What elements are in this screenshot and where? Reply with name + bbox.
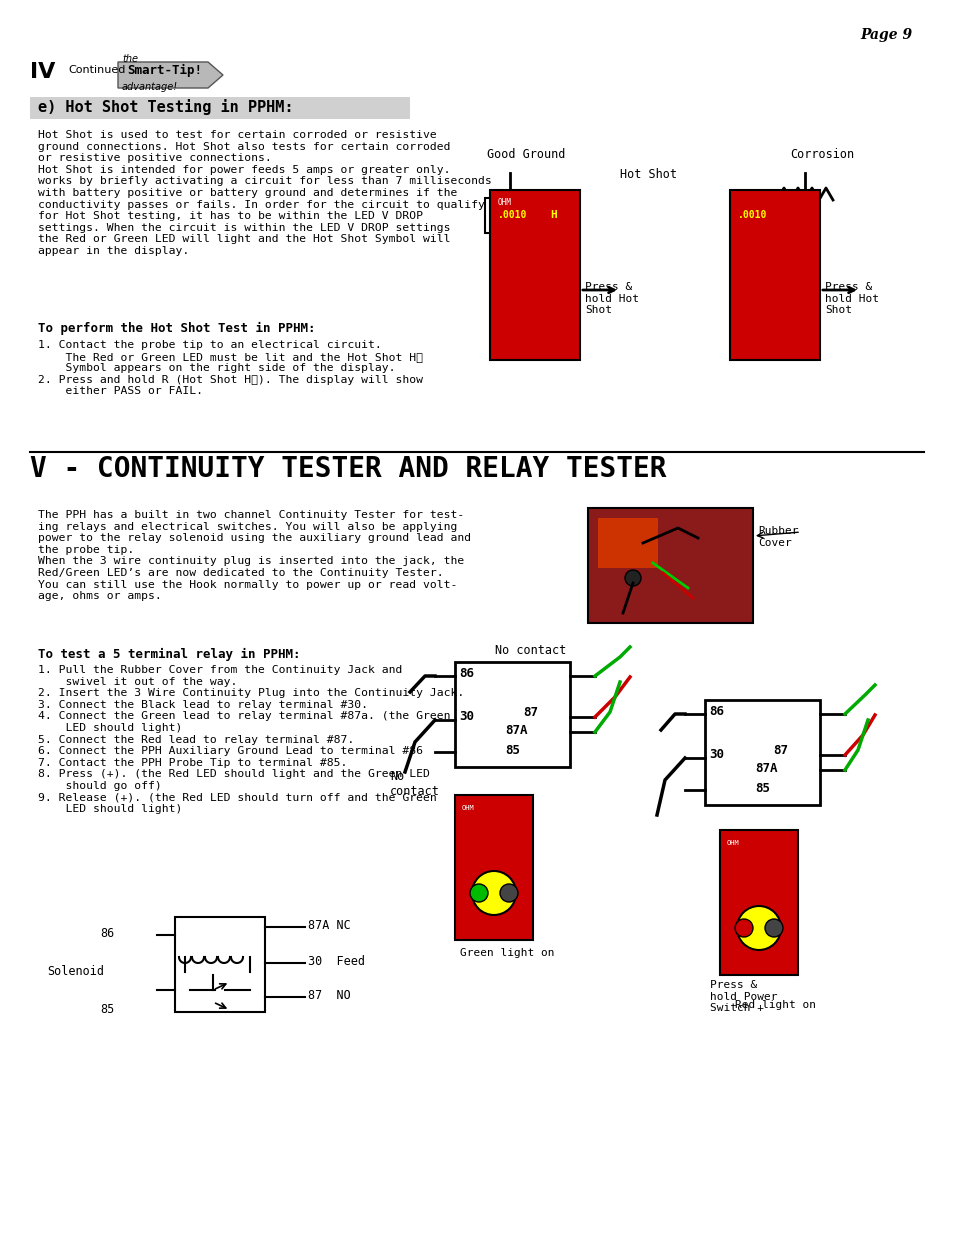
Circle shape	[774, 881, 788, 894]
Text: .0010: .0010	[497, 210, 527, 220]
Bar	[495, 195, 575, 240]
Text: 87: 87	[772, 743, 787, 757]
Text: 30: 30	[458, 710, 474, 722]
Bar	[598, 517, 658, 568]
Text: the: the	[122, 54, 138, 64]
Bar	[490, 190, 579, 359]
Text: .0010: .0010	[738, 210, 766, 220]
Text: 87  NO: 87 NO	[308, 989, 351, 1002]
Text: Hot Shot is used to test for certain corroded or resistive
ground connections. H: Hot Shot is used to test for certain cor…	[38, 130, 491, 256]
Text: Hot Shot: Hot Shot	[619, 168, 677, 182]
Text: H: H	[550, 210, 557, 220]
Circle shape	[514, 252, 530, 268]
Text: No contact: No contact	[495, 643, 566, 657]
Circle shape	[737, 906, 781, 950]
Bar	[455, 795, 533, 940]
Text: V - CONTINUITY TESTER AND RELAY TESTER: V - CONTINUITY TESTER AND RELAY TESTER	[30, 454, 666, 483]
Text: To perform the Hot Shot Test in PPHM:: To perform the Hot Shot Test in PPHM:	[38, 322, 315, 335]
Bar	[720, 830, 797, 974]
Circle shape	[722, 881, 737, 894]
Text: To test a 5 terminal relay in PPHM:: To test a 5 terminal relay in PPHM:	[38, 648, 300, 661]
Text: Green light on: Green light on	[459, 948, 554, 958]
Bar	[458, 799, 529, 837]
Circle shape	[492, 845, 505, 860]
Bar	[587, 508, 752, 622]
Circle shape	[757, 881, 770, 894]
Text: 87A: 87A	[754, 762, 777, 776]
Circle shape	[740, 881, 753, 894]
Bar	[30, 98, 410, 119]
Bar	[455, 662, 569, 767]
Circle shape	[534, 252, 550, 268]
Text: 87A: 87A	[504, 724, 527, 737]
Circle shape	[764, 919, 782, 937]
Text: e) Hot Shot Testing in PPHM:: e) Hot Shot Testing in PPHM:	[38, 99, 294, 115]
Circle shape	[554, 252, 569, 268]
Circle shape	[510, 845, 523, 860]
Bar	[519, 320, 550, 350]
Text: 1. Contact the probe tip to an electrical circuit.
    The Red or Green LED must: 1. Contact the probe tip to an electrica…	[38, 340, 422, 396]
Text: 85: 85	[100, 1003, 114, 1016]
Text: 87: 87	[522, 706, 537, 719]
Text: Rubber
Cover: Rubber Cover	[758, 526, 798, 547]
Circle shape	[475, 845, 489, 860]
Text: 1. Pull the Rubber Cover from the Continuity Jack and
    swivel it out of the w: 1. Pull the Rubber Cover from the Contin…	[38, 664, 464, 814]
Circle shape	[734, 919, 752, 937]
Circle shape	[733, 252, 749, 268]
Bar	[729, 190, 820, 359]
Text: Solenoid: Solenoid	[47, 965, 104, 978]
Text: Press &
hold Power
Switch +: Press & hold Power Switch +	[709, 981, 777, 1013]
Text: The PPH has a built in two channel Continuity Tester for test-
ing relays and el: The PPH has a built in two channel Conti…	[38, 510, 471, 601]
Polygon shape	[118, 62, 223, 88]
Circle shape	[773, 252, 789, 268]
Text: 30  Feed: 30 Feed	[308, 955, 365, 968]
Text: 30: 30	[708, 748, 723, 761]
Text: Red light on: Red light on	[734, 1000, 815, 1010]
Text: Press &
hold Hot
Shot: Press & hold Hot Shot	[824, 282, 878, 315]
Bar	[484, 198, 535, 233]
Text: No
contact: No contact	[390, 769, 439, 798]
Text: Smart-Tip!: Smart-Tip!	[127, 64, 202, 77]
Circle shape	[494, 252, 510, 268]
Text: Good Ground: Good Ground	[486, 148, 565, 161]
Text: 87A NC: 87A NC	[308, 919, 351, 932]
Circle shape	[470, 884, 488, 902]
Text: 85: 85	[754, 782, 769, 795]
Circle shape	[793, 252, 809, 268]
Bar	[760, 320, 789, 350]
Text: Press &
hold Hot
Shot: Press & hold Hot Shot	[584, 282, 639, 315]
Circle shape	[753, 252, 769, 268]
Text: 86: 86	[708, 705, 723, 718]
Text: 85: 85	[504, 743, 519, 757]
Text: Page 9: Page 9	[859, 28, 911, 42]
Text: OHM: OHM	[497, 198, 512, 207]
Circle shape	[624, 571, 640, 585]
Text: IV: IV	[30, 62, 55, 82]
Circle shape	[499, 884, 517, 902]
Circle shape	[457, 845, 472, 860]
Text: OHM: OHM	[726, 840, 739, 846]
Text: Corrosion: Corrosion	[789, 148, 853, 161]
Bar	[704, 700, 820, 805]
Text: OHM: OHM	[461, 805, 475, 811]
Bar	[174, 918, 265, 1011]
Text: advantage!: advantage!	[122, 82, 178, 91]
Text: 86: 86	[458, 667, 474, 680]
Text: Continued: Continued	[68, 65, 125, 75]
Text: 86: 86	[100, 927, 114, 940]
Circle shape	[472, 871, 516, 915]
Bar	[723, 834, 793, 872]
Bar	[734, 195, 814, 240]
